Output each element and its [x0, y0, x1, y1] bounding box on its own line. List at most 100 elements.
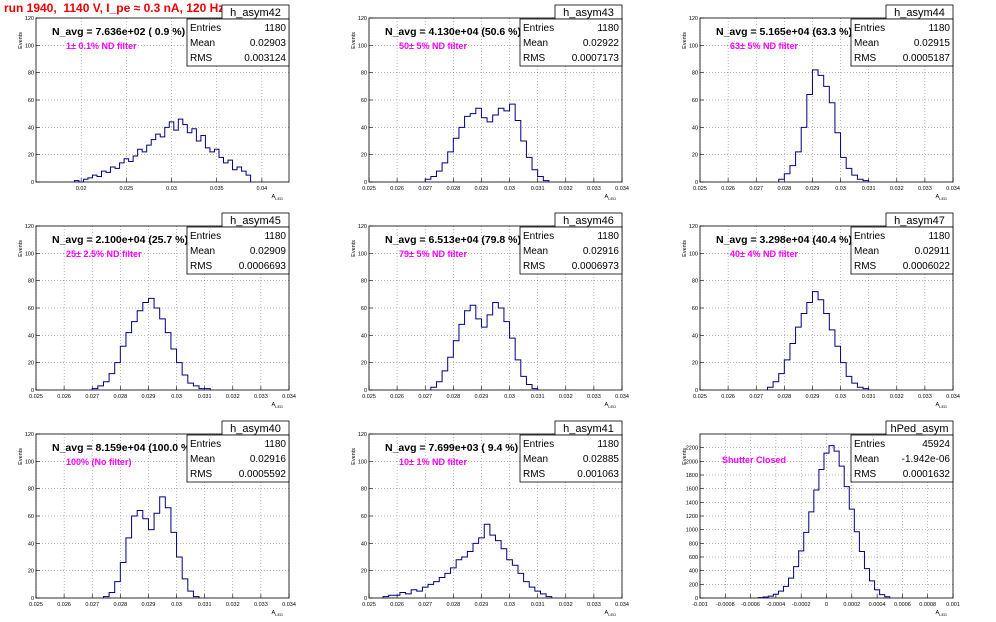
x-tick-label: 0.031: [862, 394, 876, 400]
histogram-bin: [111, 167, 116, 182]
stats-key: Mean: [190, 454, 215, 465]
histogram-h_asym46: 0.025 0.026 0.027 0.028 0.029 0.03 0.031 0.032 0…: [351, 212, 629, 409]
stats-value: 1180: [264, 23, 286, 34]
x-tick-label: 0.029: [475, 186, 489, 192]
histogram-bin: [812, 292, 818, 390]
histogram-bin: [165, 127, 170, 182]
histogram-bin: [431, 387, 437, 390]
histogram-bin: [487, 122, 493, 182]
histogram-bin: [451, 568, 457, 598]
y-tick-label: 100: [358, 251, 367, 257]
n-avg-label: N_avg = 3.298e+04 (40.4 %): [716, 234, 852, 246]
histogram-bin: [188, 383, 194, 390]
stats-value: 0.0007173: [572, 53, 620, 64]
x-tick-label: 0.035: [210, 186, 224, 192]
histogram-bin: [476, 319, 482, 390]
x-tick-label: 0.025: [693, 186, 707, 192]
histogram-name: h_asym42: [230, 7, 281, 19]
y-tick-label: 0: [31, 180, 34, 186]
histogram-bin: [790, 344, 796, 390]
histogram-bin: [445, 573, 451, 598]
x-tick-label: 0.027: [749, 394, 763, 400]
stats-key: RMS: [523, 469, 546, 480]
x-tick-label: 0.032: [226, 602, 240, 608]
x-tick-label: 0.029: [142, 394, 156, 400]
histogram-bin: [137, 511, 143, 598]
stats-value: 0.02885: [583, 454, 620, 465]
histogram-bin: [436, 382, 442, 390]
histogram-bin: [138, 149, 143, 182]
y-tick-label: 0: [31, 388, 34, 394]
histogram-bin: [177, 363, 183, 390]
histogram-bin: [246, 175, 251, 182]
x-tick-label: 0.03: [504, 602, 515, 608]
y-axis-title: Events: [351, 448, 357, 465]
n-avg-label: N_avg = 2.100e+04 (25.7 %): [52, 234, 188, 246]
y-tick-label: 40: [361, 125, 367, 131]
histogram-bin: [193, 386, 199, 390]
histogram-bin: [132, 516, 138, 598]
histogram-h_asym44: 0.025 0.026 0.027 0.028 0.029 0.03 0.031 0.032 0…: [682, 4, 960, 201]
x-tick-label: 0.031: [531, 602, 545, 608]
histogram-bin: [521, 376, 527, 390]
histogram-bin: [120, 346, 126, 390]
x-tick-label: 0.025: [693, 394, 707, 400]
histogram-bin: [120, 163, 125, 182]
y-axis-title: Events: [18, 32, 24, 49]
y-tick-label: 80: [692, 71, 698, 77]
x-tick-label: 0.033: [587, 602, 601, 608]
histogram-bin: [242, 171, 247, 182]
y-tick-label: 100: [25, 43, 34, 49]
x-tick-label: 0.032: [890, 394, 904, 400]
histogram-bin: [773, 594, 778, 598]
histogram-bin: [784, 174, 790, 182]
x-tick-label: 0.0002: [843, 602, 860, 608]
histogram-bin: [422, 587, 428, 598]
stats-key: Mean: [854, 246, 879, 257]
histogram-bin: [783, 586, 788, 598]
y-tick-label: 60: [28, 306, 34, 312]
histogram-bin: [839, 466, 844, 598]
y-tick-label: 60: [28, 514, 34, 520]
x-tick-label: 0.03: [171, 602, 182, 608]
y-tick-label: 1000: [686, 528, 698, 534]
histogram-bin: [124, 159, 129, 182]
x-tick-label: 0.029: [475, 602, 489, 608]
stats-key: Entries: [854, 23, 885, 34]
histogram-bin: [870, 581, 875, 598]
stats-value: 0.02915: [914, 38, 951, 49]
histogram-line: [91, 297, 211, 390]
n-avg-label: N_avg = 8.159e+04 (100.0 %): [52, 442, 194, 454]
y-tick-label: 40: [692, 125, 698, 131]
histogram-bin: [479, 538, 485, 598]
histogram-name: hPed_asym: [890, 423, 948, 435]
histogram-bin: [818, 300, 824, 390]
stats-box: [186, 434, 290, 483]
y-axis-title: Events: [682, 32, 688, 49]
stats-value: 0.0006693: [239, 261, 287, 272]
histogram-bin: [165, 333, 171, 390]
x-tick-label: 0.0008: [919, 602, 936, 608]
stats-key: RMS: [854, 53, 877, 64]
histogram-bin: [844, 487, 849, 598]
stats-box: [519, 434, 623, 483]
y-tick-label: 40: [361, 333, 367, 339]
histogram-bin: [210, 152, 215, 182]
histogram-bin: [493, 115, 499, 182]
histogram-bin: [526, 385, 532, 390]
histogram-bin: [778, 591, 783, 598]
stats-key: Entries: [854, 439, 885, 450]
histogram-bin: [205, 389, 211, 390]
stats-key: Mean: [854, 454, 879, 465]
stats-key: Mean: [523, 246, 548, 257]
histogram-bin: [767, 387, 773, 390]
histogram-bin: [448, 357, 454, 390]
histogram-bin: [182, 375, 188, 390]
histogram-bin: [829, 330, 835, 390]
histogram-bin: [515, 360, 521, 390]
filter-note: 79± 5% ND filter: [399, 249, 467, 259]
histogram-bin: [521, 141, 527, 182]
x-tick-label: 0.034: [282, 394, 296, 400]
histogram-bin: [510, 338, 516, 390]
histogram-bin: [178, 119, 183, 182]
